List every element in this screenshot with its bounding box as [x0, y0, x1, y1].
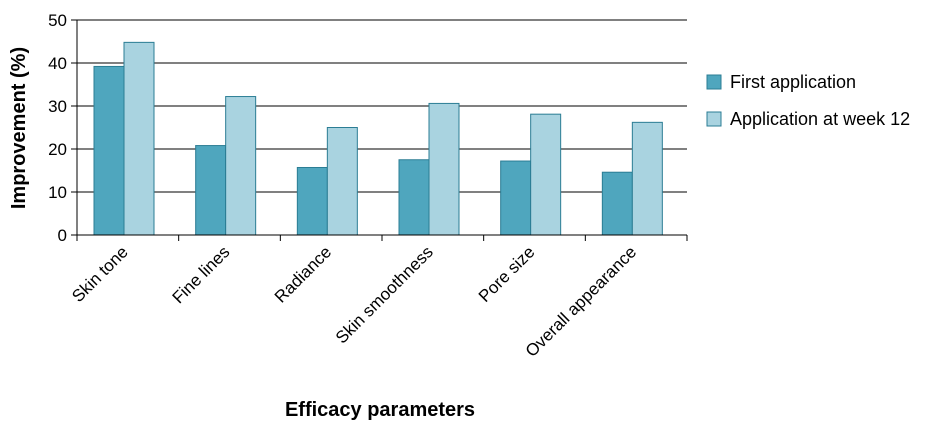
legend-label: Application at week 12 — [730, 109, 910, 129]
y-tick-label: 30 — [48, 97, 67, 116]
x-tick-label: Skin smoothness — [332, 242, 437, 347]
y-tick-label: 50 — [48, 11, 67, 30]
bar-week-12-overall-appearance — [631, 121, 663, 236]
legend-swatch — [706, 74, 722, 90]
y-tick-label: 20 — [48, 140, 67, 159]
axes — [76, 20, 687, 236]
bars — [93, 41, 663, 236]
bar-first-application-skin-tone — [93, 65, 125, 236]
legend-swatch — [706, 111, 722, 127]
bar-week-12-pore-size — [530, 113, 562, 236]
y-tick-labels: 0 10 20 30 40 50 — [48, 11, 77, 245]
x-tick-label: Fine lines — [169, 242, 234, 307]
legend-label: First application — [730, 72, 856, 92]
x-tick-label: Overall appearance — [522, 242, 640, 360]
x-tick-label: Radiance — [271, 242, 335, 306]
bar-first-application-overall-appearance — [601, 171, 633, 236]
x-tick-label: Pore size — [475, 242, 539, 306]
y-tick-label: 0 — [58, 226, 67, 245]
y-axis-title: Improvement (%) — [8, 47, 30, 209]
legend: First application Application at week 12 — [706, 72, 910, 129]
bar-week-12-skin-smoothness — [428, 102, 460, 236]
bar-week-12-fine-lines — [225, 96, 257, 236]
bar-first-application-pore-size — [500, 160, 532, 236]
bar-first-application-radiance — [296, 166, 328, 236]
bar-first-application-skin-smoothness — [398, 159, 430, 236]
x-axis-title: Efficacy parameters — [285, 399, 475, 421]
grid-lines — [77, 19, 687, 193]
y-tick-label: 40 — [48, 54, 67, 73]
x-tick-label: Skin tone — [68, 242, 132, 306]
bar-week-12-radiance — [326, 127, 358, 236]
bar-week-12-skin-tone — [123, 41, 155, 236]
bar-first-application-fine-lines — [195, 145, 227, 236]
y-tick-label: 10 — [48, 183, 67, 202]
